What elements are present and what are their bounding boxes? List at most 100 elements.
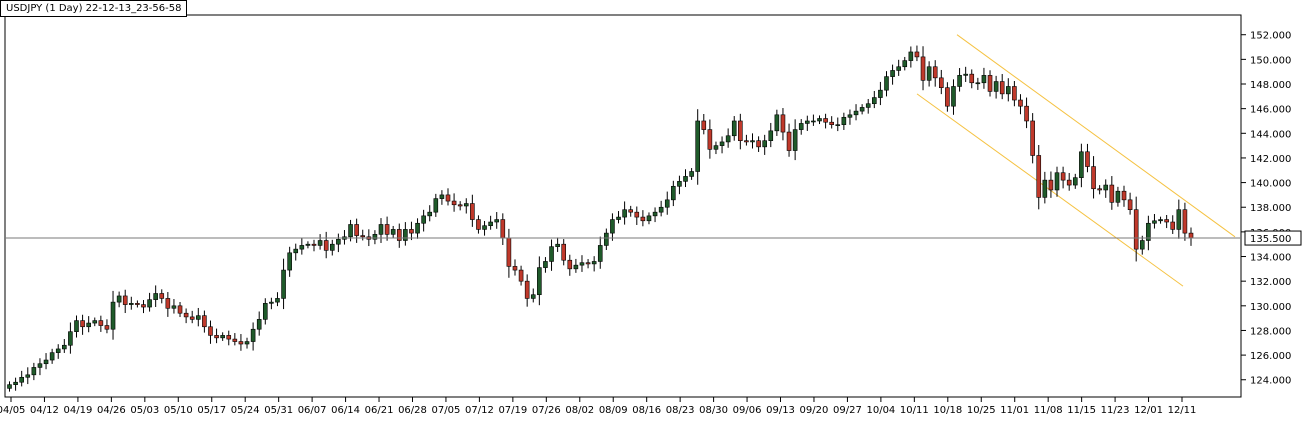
candle	[1005, 78, 1011, 102]
candle	[329, 239, 335, 256]
candle	[250, 322, 256, 351]
candle	[238, 334, 244, 351]
candle-body-up	[299, 245, 305, 250]
candle	[1012, 80, 1017, 107]
y-tick-label: 152.000	[1250, 31, 1291, 42]
candle-body-up	[908, 51, 914, 61]
candle-body-down	[512, 266, 518, 271]
candle-body-up	[671, 185, 676, 201]
candle-body-down	[384, 224, 390, 235]
candle-body-up	[616, 216, 621, 220]
candle	[74, 315, 79, 338]
candle	[731, 116, 737, 141]
x-tick-label: 12/01	[1134, 405, 1163, 416]
candle	[287, 246, 292, 277]
candle	[68, 322, 73, 354]
candle-body-up	[811, 120, 816, 123]
candle-body-up	[378, 224, 384, 235]
candle-body-up	[695, 120, 700, 172]
candle	[1188, 227, 1194, 246]
candle	[177, 301, 183, 318]
candle-body-down	[135, 303, 140, 305]
candle-body-up	[25, 374, 31, 378]
x-tick-label: 08/23	[666, 405, 695, 416]
y-tick-label: 142.000	[1250, 154, 1291, 165]
candle	[671, 180, 676, 207]
y-tick-label: 144.000	[1250, 129, 1291, 140]
candle-body-up	[287, 252, 292, 271]
candle	[463, 198, 469, 214]
x-tick-label: 06/14	[331, 405, 360, 416]
x-tick-label: 10/11	[900, 405, 929, 416]
candle-body-up	[1139, 240, 1145, 250]
candle	[336, 233, 341, 253]
candle	[396, 223, 402, 248]
candle-body-up	[622, 209, 627, 218]
y-tick-label: 132.000	[1250, 277, 1291, 288]
candle	[470, 194, 475, 227]
x-tick-label: 11/08	[1034, 405, 1063, 416]
candle-body-up	[463, 203, 469, 207]
candle	[981, 67, 987, 89]
candle-body-up	[841, 116, 847, 125]
candle-body-up	[1146, 222, 1151, 241]
x-tick-label: 04/26	[97, 405, 126, 416]
candle-body-down	[585, 262, 591, 265]
candle-body-up	[902, 60, 908, 68]
candle	[518, 265, 524, 286]
candle	[841, 112, 847, 130]
candle-body-down	[1127, 199, 1133, 210]
candle-body-up	[981, 75, 987, 84]
candle	[1103, 179, 1109, 198]
candle	[220, 332, 225, 341]
candle	[939, 69, 944, 95]
candle	[1164, 214, 1169, 229]
candle-body-down	[1182, 209, 1188, 234]
candle-body-down	[1018, 99, 1023, 107]
candle-body-up	[43, 359, 49, 365]
candle-body-down	[518, 269, 524, 282]
candle-body-up	[49, 352, 55, 361]
candle-body-down	[987, 75, 993, 92]
x-tick-label: 10/04	[866, 405, 895, 416]
y-axis: 124.000 126.000 128.000 130.000 132.000 134.0…	[1241, 31, 1302, 387]
candle-body-up	[74, 320, 79, 332]
candle-body-up	[275, 298, 280, 303]
candle-body-down	[524, 280, 530, 299]
candle	[707, 119, 713, 159]
x-tick-label: 12/11	[1168, 405, 1197, 416]
candle-body-up	[329, 243, 335, 251]
candle	[878, 81, 883, 106]
candle	[597, 236, 603, 269]
candle	[500, 213, 506, 246]
candle-body-up	[86, 322, 91, 328]
candle-body-down	[1024, 105, 1029, 122]
candle-body-up	[439, 194, 445, 199]
candle-body-up	[348, 224, 353, 238]
candle	[604, 228, 609, 250]
candle-body-up	[664, 199, 670, 208]
candle-body-down	[1133, 209, 1139, 250]
candle	[969, 69, 975, 89]
candle	[579, 255, 585, 272]
candle	[591, 256, 597, 272]
candle-body-up	[890, 70, 895, 77]
x-tick-label: 09/13	[766, 405, 795, 416]
candle-body-up	[549, 246, 554, 262]
candle	[543, 257, 548, 273]
candle	[409, 221, 414, 241]
candle	[293, 243, 299, 261]
candle-body-down	[354, 224, 359, 236]
candle-body-down	[141, 304, 146, 308]
candle	[275, 292, 280, 307]
x-tick-label: 09/06	[733, 405, 762, 416]
candle-body-down	[470, 203, 475, 220]
y-tick-label: 126.000	[1250, 351, 1291, 362]
candle	[31, 362, 37, 381]
x-tick-label: 05/17	[197, 405, 226, 416]
candle	[780, 108, 786, 141]
candle-body-up	[677, 181, 682, 187]
candle-body-down	[1188, 232, 1194, 239]
